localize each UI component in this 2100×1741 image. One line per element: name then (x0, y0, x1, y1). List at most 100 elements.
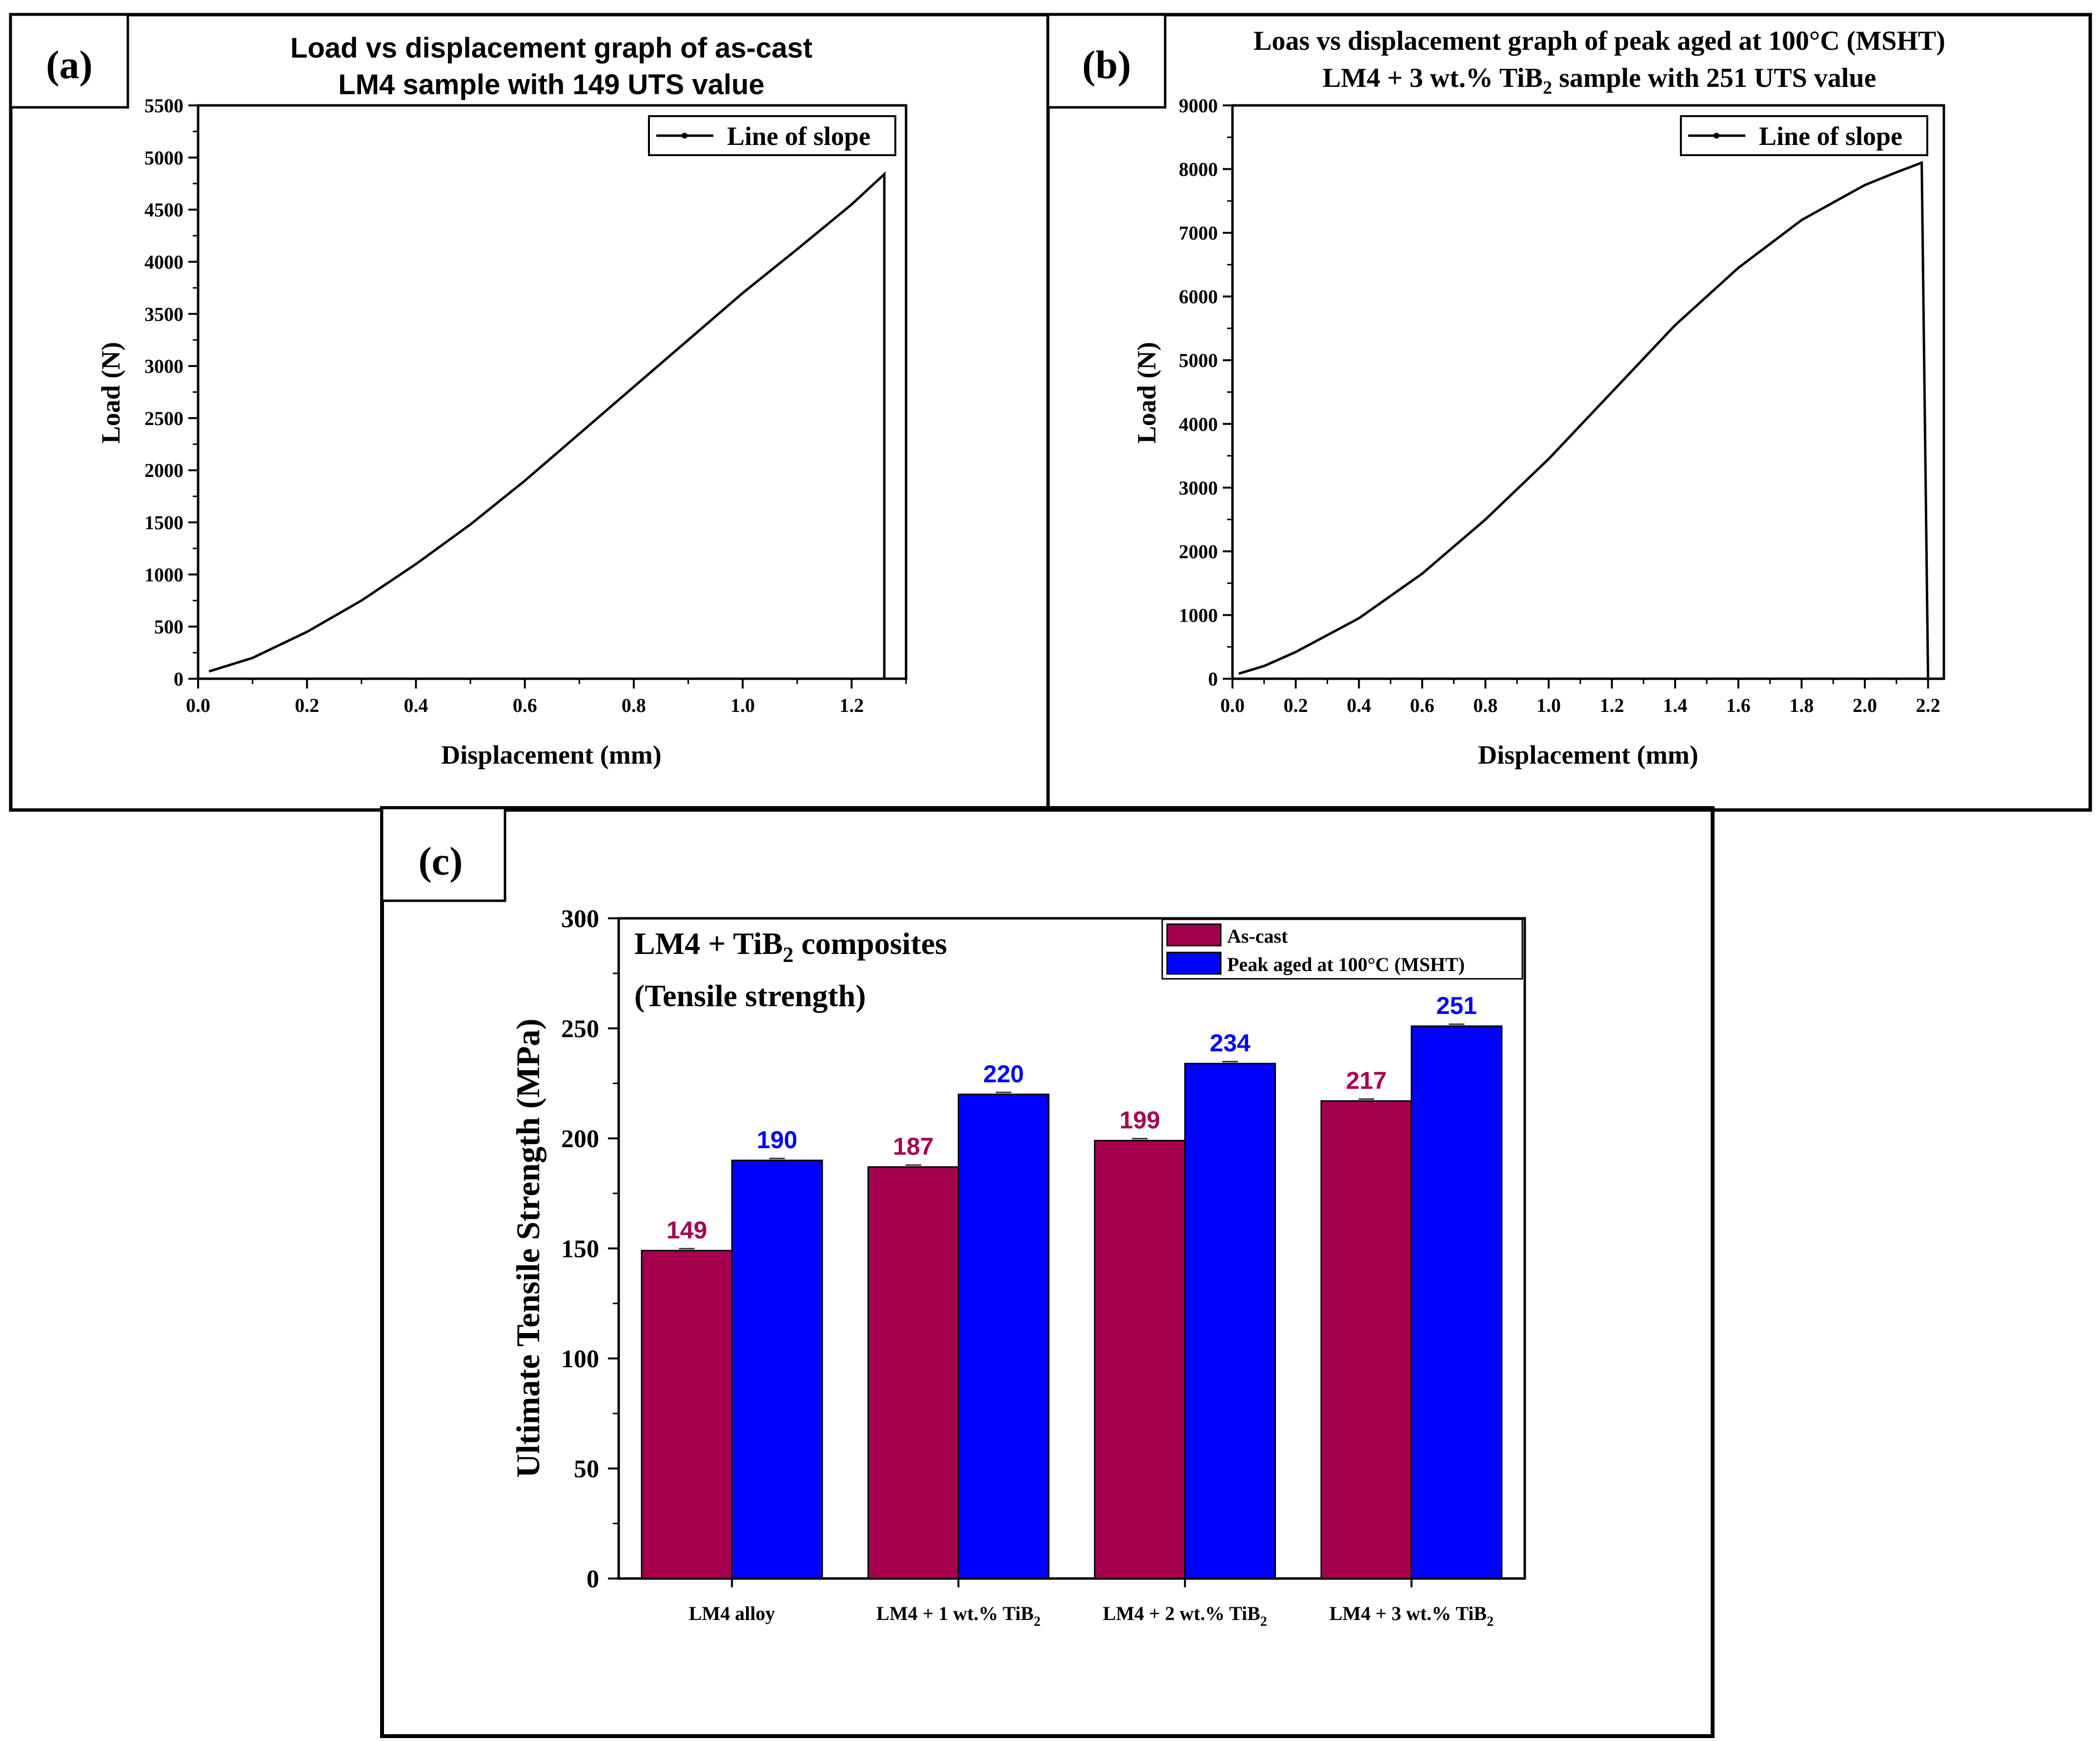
x-tick-label: 1.2 (1600, 694, 1624, 716)
category-label: LM4 + 3 wt.% TiB2 (1330, 1602, 1494, 1629)
bar-as-cast (1320, 1100, 1413, 1579)
data-label-peak-aged: 220 (983, 1060, 1024, 1088)
data-label-as-cast: 187 (893, 1133, 933, 1160)
y-tick-label: 2500 (144, 407, 183, 429)
data-label-as-cast: 199 (1119, 1107, 1160, 1134)
panel-b-title-line1: Loas vs displacement graph of peak aged … (1253, 26, 1945, 56)
panel-c-title-line2: (Tensile strength) (634, 978, 866, 1013)
panel-b-y-axis: 0 1000 2000 3000 4000 5000 6000 7000 8000 9000 (1179, 95, 1232, 690)
category-label: LM4 + 1 wt.% TiB2 (876, 1602, 1040, 1629)
y-tick-label: 2000 (144, 460, 183, 482)
panel-a-legend-marker (682, 133, 687, 139)
panel-c-legend (1161, 918, 1523, 980)
panel-c-x-axis: LM4 alloy LM4 + 1 wt.% TiB2 LM4 + 2 wt.% T… (689, 1579, 1494, 1629)
y-tick-label: 4000 (144, 251, 183, 273)
panel-c-title-line1: LM4 + TiB2 composites (634, 926, 947, 967)
panel-a-x-axis: 0.0 0.2 0.4 0.6 0.8 1.0 1.2 (186, 679, 907, 716)
panel-c-label-box (381, 807, 506, 902)
panel-c-legend-swatch-peak-aged (1166, 951, 1222, 975)
bar-as-cast (867, 1166, 959, 1579)
panel-b-x-label: Displacement (mm) (1478, 740, 1698, 769)
y-tick-label: 5500 (144, 95, 183, 117)
y-tick-label: 0 (174, 668, 183, 690)
panel-c-legend-label-as-cast: As-cast (1227, 925, 1288, 947)
x-tick-label: 1.0 (730, 694, 755, 716)
panel-a: (a) Load vs displacement graph of as-cas… (9, 13, 1050, 812)
panel-a-title-line2: LM4 sample with 149 UTS value (338, 69, 765, 101)
y-tick-label: 300 (561, 905, 599, 933)
panel-c-legend-swatch-as-cast (1166, 923, 1222, 947)
bar-peak-aged (1184, 1063, 1276, 1579)
y-tick-label: 3500 (144, 303, 183, 325)
x-tick-label: 1.2 (839, 694, 864, 716)
x-tick-label: 0.2 (1284, 694, 1308, 716)
x-tick-label: 2.2 (1916, 694, 1940, 716)
y-tick-label: 1000 (1179, 604, 1218, 626)
panel-a-label: (a) (46, 42, 93, 87)
y-tick-label: 5000 (1179, 349, 1218, 371)
x-tick-label: 0.2 (295, 694, 319, 716)
x-tick-label: 1.4 (1663, 694, 1687, 716)
x-tick-label: 0.0 (1220, 694, 1245, 716)
panel-b-y-label: Load (N) (1132, 342, 1161, 444)
y-tick-label: 8000 (1179, 159, 1218, 181)
x-tick-label: 1.6 (1726, 694, 1751, 716)
x-tick-label: 0.0 (186, 694, 210, 716)
panel-c-label: (c) (418, 839, 463, 883)
panel-c: (c) 0 50 100 150 200 250 300 149 190 187 220 199 23… (380, 806, 1715, 1738)
category-label: LM4 + 2 wt.% TiB2 (1103, 1602, 1267, 1629)
panel-c-bars: 149 190 187 220 199 234 217 251 (641, 992, 1503, 1579)
panel-c-legend-label-peak-aged: Peak aged at 100°C (MSHT) (1227, 953, 1465, 975)
x-tick-label: 1.8 (1789, 694, 1814, 716)
y-tick-label: 4500 (144, 199, 183, 221)
y-tick-label: 100 (561, 1345, 599, 1373)
category-label: LM4 alloy (689, 1602, 775, 1624)
bar-peak-aged (731, 1159, 823, 1579)
y-tick-label: 9000 (1179, 95, 1218, 117)
y-tick-label: 150 (561, 1235, 599, 1263)
y-tick-label: 0 (1208, 668, 1218, 690)
panel-b-legend-marker (1714, 133, 1719, 139)
panel-a-label-box (9, 13, 129, 109)
x-tick-label: 0.6 (1410, 694, 1434, 716)
panel-c-border (380, 806, 1715, 1738)
y-tick-label: 0 (586, 1565, 599, 1593)
panel-a-title-line1: Load vs displacement graph of as-cast (290, 32, 812, 64)
panel-a-data-line (208, 171, 886, 679)
panel-b-legend-label: Line of slope (1759, 121, 1902, 151)
data-label-peak-aged: 251 (1436, 992, 1477, 1019)
bar-as-cast (641, 1250, 733, 1579)
data-label-as-cast: 217 (1346, 1067, 1387, 1094)
data-label-peak-aged: 234 (1210, 1030, 1251, 1057)
panel-a-y-axis: 0 500 1000 1500 2000 2500 3000 3500 4000 4500 5000… (144, 95, 198, 690)
x-tick-label: 2.0 (1853, 694, 1877, 716)
panel-a-y-label: Load (N) (96, 342, 125, 444)
data-label-as-cast: 149 (666, 1216, 707, 1244)
y-tick-label: 50 (574, 1456, 599, 1483)
y-tick-label: 7000 (1179, 222, 1218, 244)
y-tick-label: 5000 (144, 147, 183, 169)
panel-c-y-label: Ultimate Tensile Strength (MPa) (509, 1018, 546, 1478)
y-tick-label: 1000 (144, 564, 183, 586)
x-tick-label: 0.4 (404, 694, 428, 716)
panel-b-x-axis: 0.0 0.2 0.4 0.6 0.8 1.0 1.2 1.4 1.6 1.8 2.0 2.2 (1220, 679, 1940, 716)
x-tick-label: 0.8 (1473, 694, 1497, 716)
y-tick-label: 250 (561, 1015, 599, 1043)
y-tick-label: 2000 (1179, 541, 1218, 563)
panel-a-legend-label: Line of slope (727, 121, 870, 151)
y-tick-label: 4000 (1179, 413, 1218, 435)
panel-b-label: (b) (1082, 42, 1131, 87)
y-tick-label: 6000 (1179, 286, 1218, 308)
bar-as-cast (1094, 1140, 1186, 1579)
x-tick-label: 0.6 (513, 694, 537, 716)
y-tick-label: 500 (154, 616, 183, 638)
x-tick-label: 0.8 (622, 694, 646, 716)
panel-b: (b) Loas vs displacement graph of peak a… (1046, 13, 2092, 812)
y-tick-label: 1500 (144, 512, 183, 534)
y-tick-label: 3000 (1179, 477, 1218, 499)
panel-b-label-box (1047, 13, 1167, 109)
x-tick-label: 1.0 (1536, 694, 1561, 716)
panel-c-y-axis: 0 50 100 150 200 250 300 (561, 905, 619, 1593)
